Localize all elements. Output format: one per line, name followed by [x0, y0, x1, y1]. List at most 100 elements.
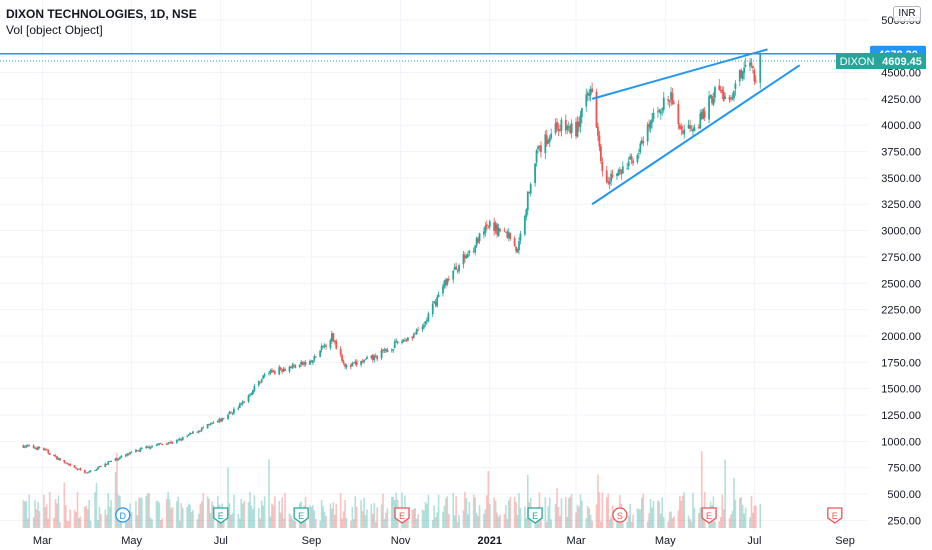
volume-bar — [581, 500, 583, 528]
volume-bar — [744, 507, 747, 528]
candle-body — [370, 355, 373, 358]
candle-body — [79, 468, 82, 471]
candle-body — [35, 448, 38, 450]
earnings-marker-icon[interactable] — [213, 507, 229, 524]
trendline[interactable] — [591, 64, 801, 206]
volume-bar — [370, 504, 373, 528]
time-tick-label: Nov — [391, 535, 411, 547]
currency-badge[interactable]: INR — [893, 6, 921, 22]
volume-bar — [95, 482, 98, 528]
candle-body — [759, 53, 762, 83]
candle-body — [617, 170, 620, 176]
price-tick-label: 750.00 — [887, 463, 921, 475]
candle-body — [233, 408, 235, 414]
volume-bar — [579, 494, 582, 528]
candle-body — [28, 445, 31, 447]
volume-bar — [649, 498, 652, 528]
candle-body — [642, 141, 645, 144]
candle-body — [677, 104, 680, 125]
volume-bar — [456, 521, 459, 528]
volume-bar — [284, 492, 286, 528]
earnings-marker-icon[interactable] — [293, 507, 309, 524]
candle-body — [314, 356, 317, 358]
candle-body — [130, 451, 133, 453]
candle-body — [99, 465, 102, 467]
volume-bar — [700, 451, 703, 528]
volume-bar — [741, 505, 744, 528]
candle-body — [585, 94, 588, 107]
volume-bar — [608, 519, 611, 528]
volume-bar — [63, 482, 66, 528]
candle-body — [355, 361, 358, 365]
candle-body — [197, 430, 200, 433]
earnings-marker-icon[interactable] — [827, 507, 843, 524]
volume-bar — [518, 493, 520, 528]
candle-body — [117, 459, 120, 461]
candle-body — [304, 362, 307, 365]
volume-bar — [22, 500, 25, 528]
candle-body — [211, 423, 213, 425]
candle-body — [241, 401, 244, 404]
volume-bar — [353, 519, 355, 528]
volume-bar — [45, 504, 48, 528]
volume-bar — [257, 508, 260, 528]
candle-body — [506, 231, 509, 238]
candle-body — [281, 369, 284, 372]
candle-body — [458, 265, 460, 272]
candle-body — [108, 461, 111, 463]
volume-bar — [149, 517, 152, 528]
candle-body — [651, 119, 653, 123]
earnings-marker-icon[interactable] — [394, 507, 410, 524]
earnings-marker-icon[interactable] — [527, 507, 543, 524]
volume-bar — [312, 505, 314, 528]
candle-body — [754, 80, 757, 82]
volume-bar — [588, 508, 590, 528]
time-axis[interactable]: Mar May Jul Sep Nov 2021 Mar May Jul Sep — [33, 535, 855, 547]
candle-body — [545, 135, 548, 145]
candle-body — [118, 457, 121, 459]
candle-body — [406, 337, 409, 341]
volume-bar — [734, 499, 737, 528]
volume-bar — [550, 519, 552, 528]
candle-body — [45, 449, 48, 451]
candle-body — [504, 231, 507, 233]
volume-bar — [233, 494, 235, 528]
price-tick-label: 2250.00 — [881, 305, 921, 317]
candle-body — [249, 395, 251, 396]
price-axis[interactable]: 250.00 500.00 750.00 1000.00 1250.00 1500.00 1… — [836, 15, 926, 528]
volume-bar — [503, 513, 506, 528]
volume-bar — [263, 496, 266, 528]
volume-bar — [126, 521, 128, 528]
candle-body — [167, 443, 170, 445]
volume-bar — [733, 477, 735, 528]
chart-title: DIXON TECHNOLOGIES, 1D, NSE — [6, 7, 197, 21]
event-marker-label: E — [706, 511, 712, 521]
volume-bar — [465, 498, 468, 528]
candle-body — [445, 279, 447, 286]
candle-body — [680, 126, 683, 130]
candle-body — [323, 344, 326, 347]
candle-body — [526, 191, 529, 211]
candle-body — [629, 156, 632, 160]
volume-bar — [345, 518, 348, 528]
volume-bar — [660, 513, 662, 528]
volume-bar — [525, 517, 528, 528]
candle-body — [165, 443, 168, 445]
candle-body — [601, 161, 604, 172]
time-tick-label: May — [121, 535, 142, 547]
volume-bar — [661, 497, 664, 528]
volume-bar — [228, 503, 231, 528]
volume-bar — [414, 508, 417, 528]
volume-bar — [560, 498, 563, 528]
dividend-marker-icon[interactable] — [115, 507, 131, 523]
volume-bar — [657, 500, 659, 528]
earnings-marker-icon[interactable] — [701, 507, 717, 524]
candle-body — [238, 403, 241, 408]
trendline[interactable] — [591, 48, 768, 100]
volume-bar — [513, 496, 516, 528]
candle-body — [402, 340, 405, 342]
volume-bar — [43, 494, 45, 528]
split-marker-icon[interactable] — [612, 507, 628, 523]
